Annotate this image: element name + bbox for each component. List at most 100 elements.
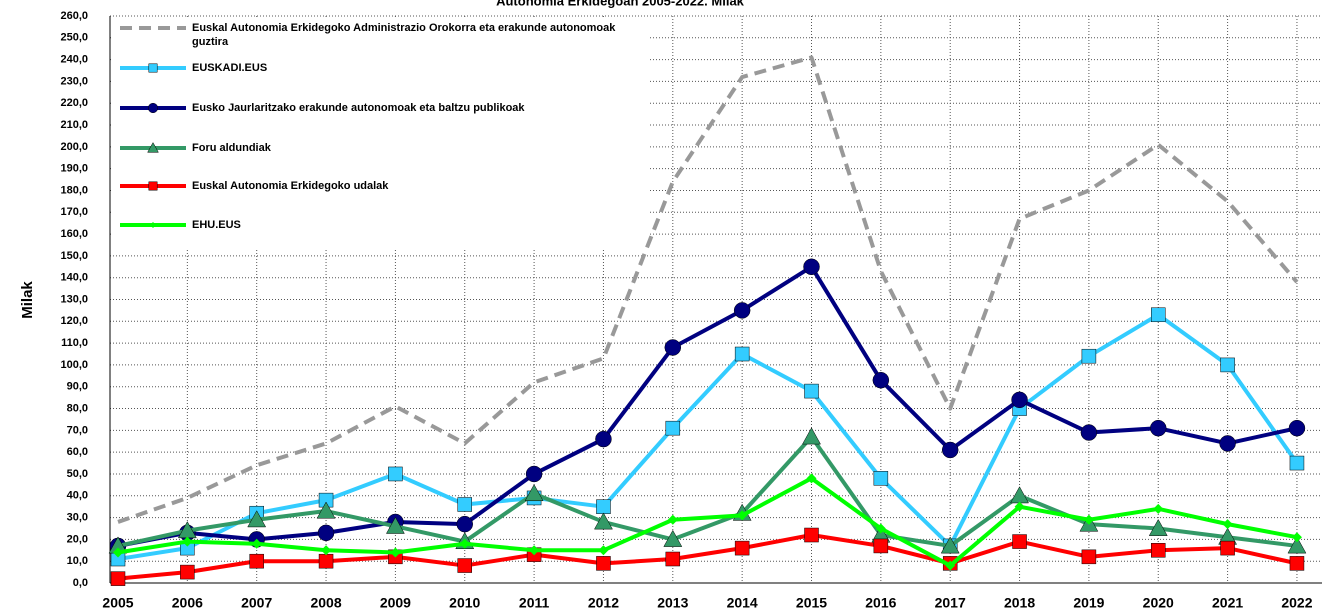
marker [733, 302, 751, 319]
marker [945, 560, 956, 571]
legend-marker [150, 222, 156, 228]
y-tick-label: 210,0 [60, 119, 88, 131]
marker [595, 430, 612, 448]
y-tick-label: 0,0 [73, 577, 88, 589]
marker [390, 547, 401, 558]
marker [1289, 556, 1305, 571]
marker [524, 484, 544, 502]
x-tick-label: 2012 [588, 595, 619, 611]
y-tick-label: 40,0 [67, 490, 88, 502]
marker [873, 471, 889, 486]
marker [1081, 348, 1097, 364]
y-tick-label: 90,0 [67, 381, 88, 393]
marker [596, 556, 611, 571]
marker [1288, 419, 1306, 437]
legend-label: Euskal Autonomia Erkidegoko Administrazi… [192, 22, 616, 48]
legend-label: Eusko Jaurlaritzako erakunde autonomoak … [192, 102, 525, 114]
y-tick-label: 150,0 [60, 250, 88, 262]
legend-marker [147, 102, 159, 114]
marker [1219, 435, 1236, 452]
legend-label: Euskal Autonomia Erkidegoko udalak [192, 180, 389, 192]
legend-label: EUSKADI.EUS [192, 62, 268, 74]
marker [1151, 543, 1166, 558]
marker [1289, 455, 1305, 471]
legend-marker [148, 63, 158, 73]
marker [875, 523, 886, 534]
marker [1287, 536, 1307, 554]
y-tick-label: 140,0 [60, 272, 88, 284]
marker [940, 536, 960, 554]
marker [665, 420, 681, 436]
y-tick-label: 250,0 [60, 32, 88, 44]
legend-label: EHU.EUS [192, 219, 241, 231]
marker [804, 383, 819, 399]
y-tick-label: 80,0 [67, 402, 88, 414]
y-tick-label: 110,0 [61, 337, 88, 349]
y-tick-label: 160,0 [60, 228, 88, 240]
y-tick-label: 240,0 [60, 54, 88, 66]
marker [1291, 532, 1302, 543]
marker [388, 466, 403, 482]
series-line [117, 312, 1299, 561]
y-tick-label: 70,0 [67, 424, 88, 436]
marker [734, 346, 750, 362]
marker [316, 501, 336, 519]
y-tick-label: 30,0 [67, 511, 88, 523]
marker [247, 510, 267, 528]
marker [317, 524, 335, 542]
y-tick-label: 200,0 [60, 141, 88, 153]
x-tick-label: 2019 [1073, 595, 1104, 611]
y-tick-label: 170,0 [60, 206, 88, 218]
y-tick-label: 60,0 [67, 446, 88, 458]
x-tick-label: 2007 [241, 595, 272, 611]
marker [1148, 518, 1168, 536]
marker [110, 571, 126, 586]
marker [941, 441, 959, 459]
marker [321, 545, 332, 556]
marker [802, 427, 821, 445]
marker [737, 510, 748, 521]
marker [664, 339, 682, 356]
marker [529, 545, 540, 556]
series-line [117, 55, 1299, 524]
legend-marker [147, 142, 159, 153]
x-tick-label: 2010 [449, 595, 480, 611]
y-tick-label: 230,0 [60, 75, 88, 87]
x-tick-label: 2011 [519, 595, 550, 611]
marker [1012, 534, 1027, 549]
marker [180, 564, 195, 580]
series-line [117, 533, 1298, 581]
y-tick-label: 20,0 [67, 533, 88, 545]
x-tick-label: 2020 [1143, 595, 1174, 611]
marker [1083, 514, 1094, 525]
legend-label: Foru aldundiak [192, 142, 271, 154]
marker [1151, 307, 1166, 323]
x-tick-label: 2008 [310, 595, 341, 611]
y-tick-label: 220,0 [60, 97, 88, 109]
marker [1220, 357, 1235, 373]
marker [182, 536, 193, 547]
marker [1011, 391, 1028, 409]
x-tick-label: 2021 [1212, 595, 1243, 611]
y-tick-label: 50,0 [67, 468, 88, 480]
marker [1080, 424, 1098, 441]
marker [598, 545, 609, 556]
marker [1150, 419, 1167, 437]
y-tick-label: 260,0 [60, 10, 88, 22]
marker [1014, 501, 1025, 512]
marker [251, 538, 262, 549]
marker [1010, 486, 1029, 504]
chart-title: Autonomia Erkidegoan 2005-2022. Milak [496, 0, 745, 8]
legend-marker [148, 181, 158, 191]
x-tick-label: 2022 [1281, 595, 1312, 611]
series-line [117, 434, 1298, 548]
marker [457, 497, 472, 512]
x-tick-label: 2014 [727, 595, 758, 611]
marker [1220, 540, 1235, 556]
x-tick-label: 2013 [657, 595, 688, 611]
marker [804, 527, 819, 543]
x-tick-label: 2018 [1004, 595, 1035, 611]
y-tick-label: 180,0 [60, 184, 88, 196]
